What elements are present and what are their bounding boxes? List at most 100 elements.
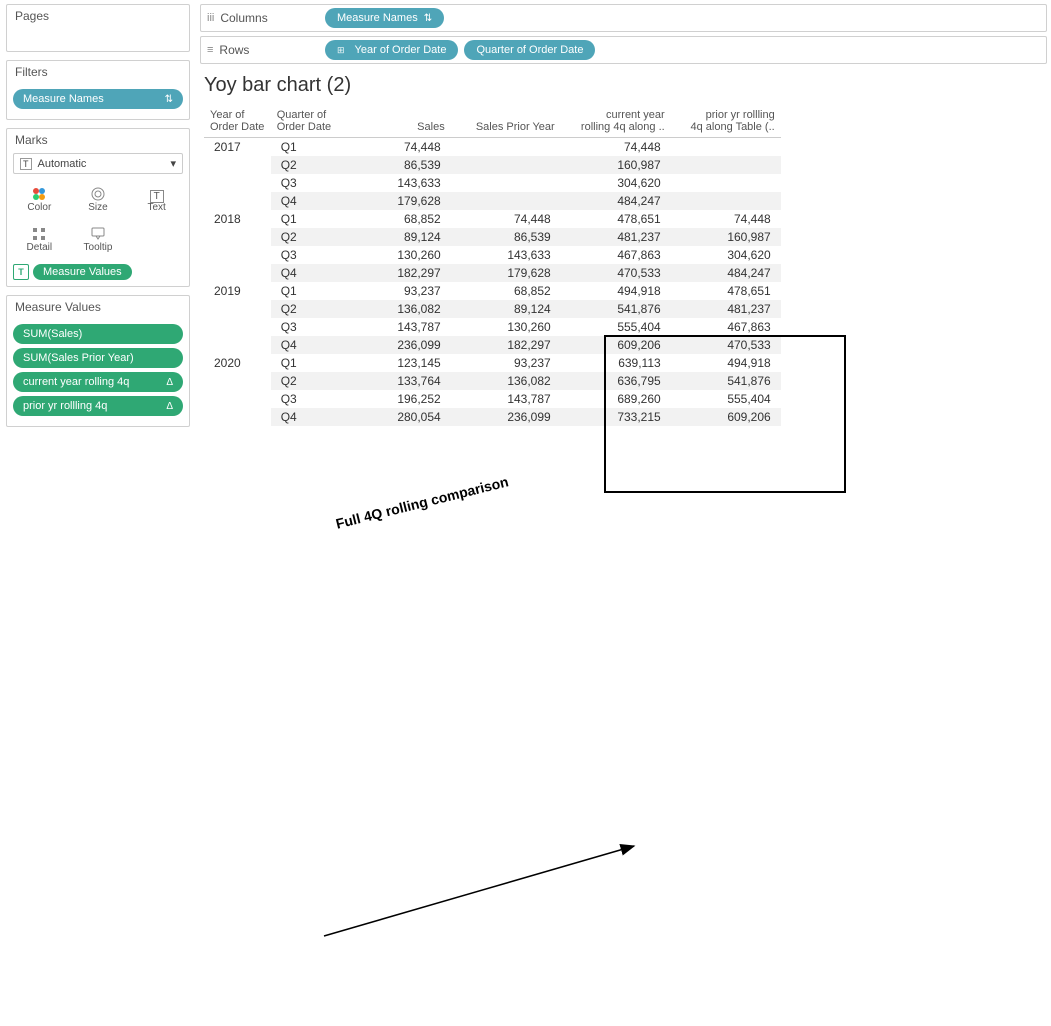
rows-shelf[interactable]: ≡ Rows ⊞Year of Order DateQuarter of Ord…: [200, 36, 1047, 64]
header-quarter[interactable]: Quarter of Order Date: [271, 107, 341, 138]
pill-label: prior yr rollling 4q: [23, 400, 107, 412]
measure-value-pill[interactable]: SUM(Sales Prior Year): [13, 348, 183, 368]
table-row[interactable]: Q3143,787130,260555,404467,863: [204, 318, 781, 336]
table-row[interactable]: Q4280,054236,099733,215609,206: [204, 408, 781, 426]
table-row[interactable]: Q289,12486,539481,237160,987: [204, 228, 781, 246]
mark-size-button[interactable]: Size: [70, 180, 127, 218]
cell-current-rolling: 481,237: [561, 228, 671, 246]
delta-icon: Δ: [166, 377, 173, 388]
measure-values-card: Measure Values SUM(Sales)SUM(Sales Prior…: [6, 295, 190, 427]
columns-label: Columns: [220, 11, 267, 25]
header-sales-prior[interactable]: Sales Prior Year: [451, 107, 561, 138]
cell-current-rolling: 478,651: [561, 210, 671, 228]
pill-label: Measure Names: [337, 12, 418, 24]
header-sales[interactable]: Sales: [341, 107, 451, 138]
cell-prior-rolling: [671, 192, 781, 210]
tooltip-icon: [90, 226, 106, 242]
cell-quarter: Q2: [271, 156, 341, 174]
cell-year: [204, 408, 271, 426]
cell-prior-rolling: 481,237: [671, 300, 781, 318]
table-row[interactable]: Q2133,764136,082636,795541,876: [204, 372, 781, 390]
row-pill[interactable]: Quarter of Order Date: [464, 40, 595, 60]
table-row[interactable]: 2018Q168,85274,448478,65174,448: [204, 210, 781, 228]
mark-text-button[interactable]: TText: [128, 180, 185, 218]
mark-cell-label: Tooltip: [84, 242, 113, 253]
cell-sales: 68,852: [341, 210, 451, 228]
chevron-down-icon: ▾: [170, 157, 176, 170]
column-pill[interactable]: Measure Names⇅: [325, 8, 444, 28]
measure-value-pill[interactable]: SUM(Sales): [13, 324, 183, 344]
pill-label: current year rolling 4q: [23, 376, 129, 388]
mark-detail-button[interactable]: Detail: [11, 220, 68, 258]
annotation-arrow: [204, 426, 1051, 1026]
text-icon: T: [150, 186, 164, 202]
table-row[interactable]: Q4179,628484,247: [204, 192, 781, 210]
viz-title[interactable]: Yoy bar chart (2): [204, 74, 1043, 97]
cell-prior-rolling: 541,876: [671, 372, 781, 390]
cell-quarter: Q1: [271, 282, 341, 300]
cell-quarter: Q3: [271, 390, 341, 408]
cell-quarter: Q1: [271, 354, 341, 372]
filters-title: Filters: [15, 65, 48, 79]
cell-sales-prior: 74,448: [451, 210, 561, 228]
header-year[interactable]: Year of Order Date: [204, 107, 271, 138]
mark-color-button[interactable]: Color: [11, 180, 68, 218]
cell-year: [204, 246, 271, 264]
cell-prior-rolling: 609,206: [671, 408, 781, 426]
filters-card: Filters Measure Names ⇅: [6, 60, 190, 120]
table-row[interactable]: 2020Q1123,14593,237639,113494,918: [204, 354, 781, 372]
filter-pill-measure-names[interactable]: Measure Names ⇅: [13, 89, 183, 109]
cell-sales: 136,082: [341, 300, 451, 318]
header-current-rolling[interactable]: current year rolling 4q along ..: [561, 107, 671, 138]
cell-current-rolling: 467,863: [561, 246, 671, 264]
header-prior-rolling[interactable]: prior yr rollling 4q along Table (..: [671, 107, 781, 138]
measure-value-pill[interactable]: current year rolling 4q Δ: [13, 372, 183, 392]
marks-type-icon: T: [20, 158, 32, 170]
cell-prior-rolling: 478,651: [671, 282, 781, 300]
cell-prior-rolling: 484,247: [671, 264, 781, 282]
cell-prior-rolling: [671, 174, 781, 192]
cell-current-rolling: 541,876: [561, 300, 671, 318]
cell-sales: 93,237: [341, 282, 451, 300]
mark-cell-label: Text: [147, 202, 165, 213]
table-row[interactable]: 2019Q193,23768,852494,918478,651: [204, 282, 781, 300]
marks-measure-values-row[interactable]: T Measure Values: [13, 264, 183, 280]
table-row[interactable]: Q3143,633304,620: [204, 174, 781, 192]
cell-quarter: Q1: [271, 210, 341, 228]
cell-prior-rolling: 467,863: [671, 318, 781, 336]
cell-sales: 143,633: [341, 174, 451, 192]
table-row[interactable]: Q3196,252143,787689,260555,404: [204, 390, 781, 408]
cell-sales-prior: [451, 156, 561, 174]
pages-shelf[interactable]: [7, 27, 189, 51]
measure-value-pill[interactable]: prior yr rollling 4qΔ: [13, 396, 183, 416]
table-row[interactable]: Q4182,297179,628470,533484,247: [204, 264, 781, 282]
table-row[interactable]: Q286,539160,987: [204, 156, 781, 174]
mark-tooltip-button[interactable]: Tooltip: [70, 220, 127, 258]
cell-prior-rolling: 74,448: [671, 210, 781, 228]
columns-shelf[interactable]: iii Columns Measure Names⇅: [200, 4, 1047, 32]
cell-prior-rolling: [671, 138, 781, 157]
cell-sales-prior: [451, 174, 561, 192]
cell-current-rolling: 160,987: [561, 156, 671, 174]
cell-quarter: Q2: [271, 372, 341, 390]
rows-label: Rows: [219, 43, 249, 57]
main-area: iii Columns Measure Names⇅ ≡ Rows ⊞Year …: [196, 0, 1051, 606]
visualization-area: Yoy bar chart (2) Year of Order Date Qua…: [196, 64, 1051, 606]
left-sidebar: Pages Filters Measure Names ⇅ Marks T: [0, 0, 196, 606]
cell-current-rolling: 74,448: [561, 138, 671, 157]
pill-label: SUM(Sales): [23, 328, 82, 340]
cell-year: [204, 336, 271, 354]
cell-quarter: Q2: [271, 300, 341, 318]
marks-type-selector[interactable]: T Automatic ▾: [13, 153, 183, 174]
marks-card: Marks T Automatic ▾ ColorSizeTTextDetail…: [6, 128, 190, 287]
mark-cell-label: Color: [27, 202, 51, 213]
cell-year: [204, 156, 271, 174]
table-row[interactable]: Q3130,260143,633467,863304,620: [204, 246, 781, 264]
cell-sales: 179,628: [341, 192, 451, 210]
table-row[interactable]: 2017Q174,44874,448: [204, 138, 781, 157]
row-pill[interactable]: ⊞Year of Order Date: [325, 40, 458, 60]
cell-sales: 130,260: [341, 246, 451, 264]
table-row[interactable]: Q4236,099182,297609,206470,533: [204, 336, 781, 354]
table-row[interactable]: Q2136,08289,124541,876481,237: [204, 300, 781, 318]
cell-sales-prior: 236,099: [451, 408, 561, 426]
